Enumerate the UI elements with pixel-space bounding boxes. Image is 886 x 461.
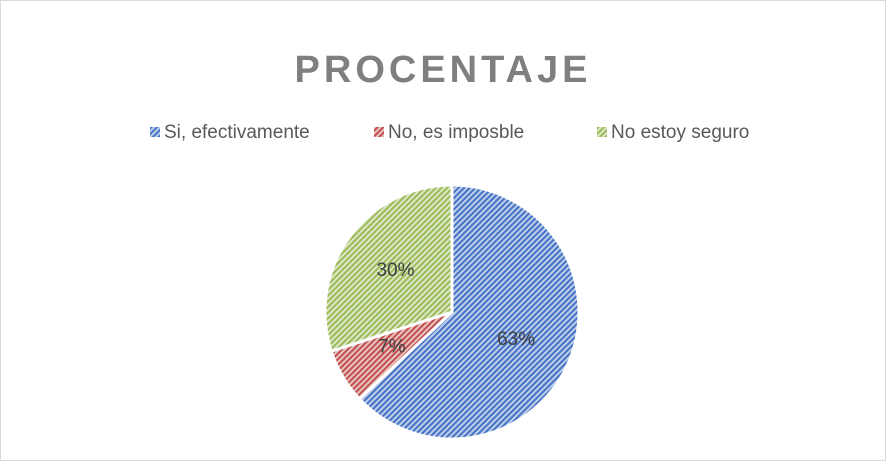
pie-slice (357, 183, 581, 441)
legend-label: No, es imposble (388, 122, 524, 143)
legend-label: Si, efectivamente (164, 122, 310, 143)
legend-swatch (150, 127, 160, 137)
legend-swatch (374, 127, 384, 137)
chart-title: PROCENTAJE (295, 49, 592, 91)
data-label: 7% (378, 337, 406, 358)
legend-label: No estoy seguro (611, 122, 749, 143)
legend-swatch (597, 127, 607, 137)
data-label: 63% (497, 329, 535, 350)
data-label: 30% (376, 260, 414, 281)
pie-slice (323, 183, 454, 354)
